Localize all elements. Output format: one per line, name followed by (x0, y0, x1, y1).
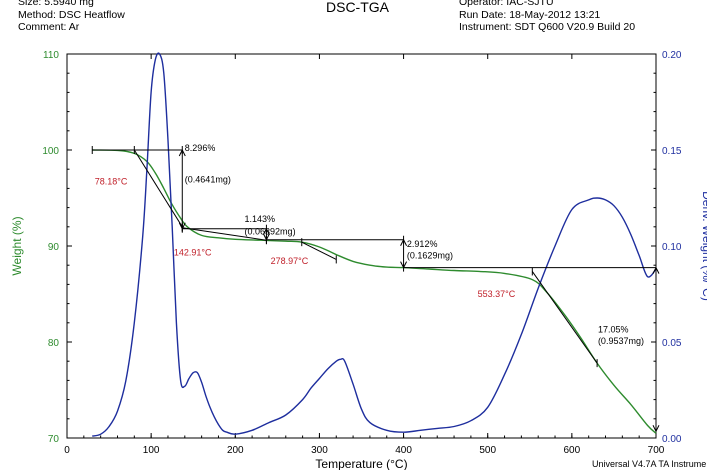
chart-title: DSC-TGA (326, 0, 389, 15)
weight-curve (92, 149, 657, 434)
method: Method: DSC Heatflow (18, 8, 125, 21)
x-tick-label: 600 (564, 445, 581, 456)
y-right-tick-label: 0.10 (662, 242, 682, 253)
onset-temperature-label: 278.97°C (271, 256, 309, 266)
sample-info: Size: 5.5940 mg Method: DSC Heatflow Com… (18, 0, 125, 34)
operator: Operator: IAC-SJTU (459, 0, 554, 8)
plot-border (66, 53, 657, 439)
x-axis-title: Temperature (°C) (315, 457, 407, 470)
axes-ticks: 0 100 200 300 400 500 600 700 70 80 90 100 110 0.00 0.… (10, 50, 707, 470)
sample-size: Size: 5.5940 mg (18, 0, 94, 8)
y-left-tick-label: 90 (48, 242, 60, 253)
x-tick-label: 0 (64, 445, 70, 456)
y-left-tick-label: 70 (48, 434, 60, 445)
x-tick-label: 700 (648, 445, 665, 456)
x-tick-label: 400 (395, 445, 412, 456)
onset-temperature-label: 78.18°C (95, 177, 128, 187)
arrow-head-down (652, 425, 660, 433)
instrument: Instrument: SDT Q600 V20.9 Build 20 (459, 21, 636, 33)
arrow-head-up (652, 266, 660, 274)
arrow-head-down (262, 233, 270, 241)
annotations: 8.296%(0.4641mg)1.143%(0.06392mg)2.912%(… (91, 143, 660, 433)
weight-loss-label: 17.05% (598, 324, 629, 334)
software-footer: Universal V4.7A TA Instrume (592, 459, 707, 469)
weight-loss-label: 8.296% (185, 143, 216, 153)
weight-loss-label: 1.143% (245, 214, 276, 224)
x-tick-label: 200 (227, 445, 244, 456)
y-right-tick-label: 0.15 (662, 146, 682, 157)
onset-temperature-label: 142.91°C (174, 248, 212, 258)
run-date: Run Date: 18-May-2012 13:21 (459, 8, 601, 21)
x-tick-label: 100 (143, 445, 160, 456)
onset-tangent-line (133, 149, 183, 228)
comment: Comment: Ar (18, 21, 80, 33)
arrow-head-up (178, 148, 186, 157)
onset-tangent-line (301, 241, 337, 260)
arrow-head-up (400, 238, 408, 246)
y-right-tick-label: 0.00 (662, 434, 682, 445)
weight-loss-label: (0.9537mg) (598, 336, 644, 346)
onset-tangent-line (531, 271, 598, 364)
x-tick-label: 300 (311, 445, 328, 456)
deriv-weight-curve (92, 52, 657, 437)
arrow-head-up (262, 227, 270, 235)
arrow-head-down (178, 222, 186, 230)
y-left-axis-title: Weight (%) (10, 216, 24, 275)
onset-tangent-line (182, 227, 267, 241)
y-right-tick-label: 0.05 (662, 338, 682, 349)
y-left-tick-label: 80 (48, 338, 60, 349)
weight-loss-label: (0.4641mg) (185, 175, 231, 185)
y-left-tick-label: 110 (43, 50, 59, 61)
weight-loss-label: (0.1629mg) (407, 250, 453, 260)
y-left-tick-label: 100 (42, 146, 59, 157)
onset-temperature-label: 553.37°C (478, 289, 516, 299)
y-right-axis-title: Deriv. Weight (%/°C) (700, 191, 707, 301)
run-info: Operator: IAC-SJTU Run Date: 18-May-2012… (459, 0, 635, 34)
weight-loss-label: 2.912% (407, 239, 438, 249)
plot-frame (66, 53, 657, 439)
y-right-tick-label: 0.20 (662, 50, 682, 61)
x-tick-label: 500 (479, 445, 496, 456)
series-lines (92, 52, 657, 437)
weight-loss-label: (0.06392mg) (245, 226, 296, 236)
arrow-head-down (400, 261, 408, 269)
